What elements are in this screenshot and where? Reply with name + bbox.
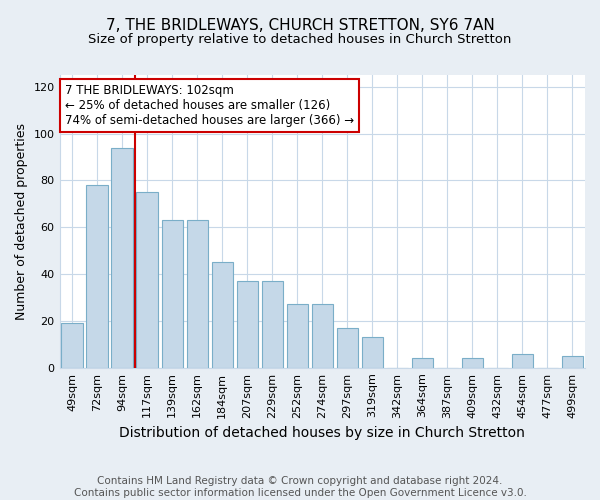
X-axis label: Distribution of detached houses by size in Church Stretton: Distribution of detached houses by size … [119, 426, 525, 440]
Bar [362, 337, 383, 368]
Bar [112, 148, 133, 368]
Bar [311, 304, 333, 368]
Bar [136, 192, 158, 368]
Text: 7, THE BRIDLEWAYS, CHURCH STRETTON, SY6 7AN: 7, THE BRIDLEWAYS, CHURCH STRETTON, SY6 … [106, 18, 494, 32]
Text: Contains HM Land Registry data © Crown copyright and database right 2024.
Contai: Contains HM Land Registry data © Crown c… [74, 476, 526, 498]
Bar [512, 354, 533, 368]
Bar [462, 358, 483, 368]
Bar [161, 220, 183, 368]
Text: Size of property relative to detached houses in Church Stretton: Size of property relative to detached ho… [88, 32, 512, 46]
Bar [262, 281, 283, 368]
Bar [562, 356, 583, 368]
Bar [61, 323, 83, 368]
Bar [287, 304, 308, 368]
Bar [412, 358, 433, 368]
Bar [187, 220, 208, 368]
Bar [236, 281, 258, 368]
Text: 7 THE BRIDLEWAYS: 102sqm
← 25% of detached houses are smaller (126)
74% of semi-: 7 THE BRIDLEWAYS: 102sqm ← 25% of detach… [65, 84, 354, 127]
Bar [86, 185, 108, 368]
Y-axis label: Number of detached properties: Number of detached properties [15, 123, 28, 320]
Bar [212, 262, 233, 368]
Bar [337, 328, 358, 368]
